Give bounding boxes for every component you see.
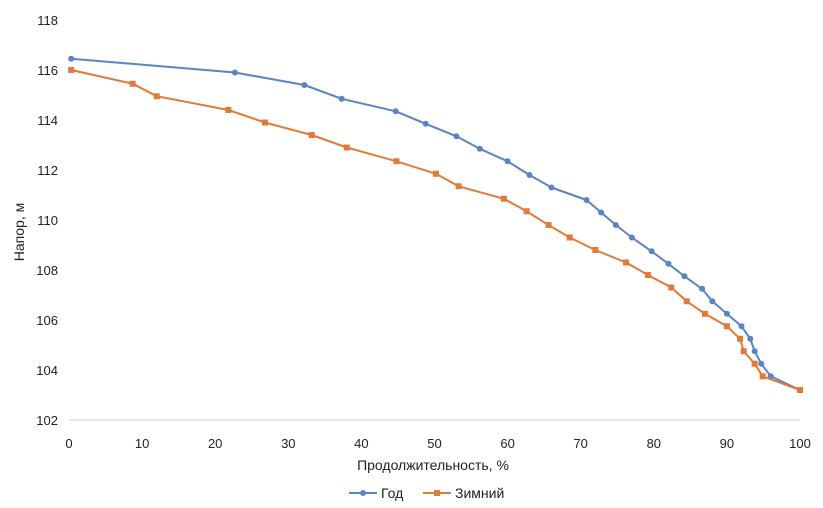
data-point	[548, 184, 555, 191]
data-point	[504, 158, 511, 165]
data-point	[225, 107, 232, 113]
data-point	[455, 183, 462, 190]
data-point	[432, 170, 439, 177]
data-point	[343, 144, 350, 151]
x-tick-label: 60	[500, 436, 514, 451]
data-point	[751, 348, 758, 355]
x-tick-label: 10	[135, 436, 149, 451]
data-point	[301, 82, 308, 88]
data-point	[681, 273, 688, 280]
x-tick-label: 90	[720, 436, 734, 451]
x-tick-label: 70	[573, 436, 587, 451]
data-point	[683, 298, 690, 305]
data-point	[261, 119, 268, 126]
data-point	[393, 158, 400, 165]
data-point	[623, 259, 630, 266]
data-point	[758, 360, 765, 367]
data-point	[392, 108, 399, 115]
data-point	[723, 310, 730, 317]
data-point	[308, 132, 315, 138]
data-point	[153, 93, 160, 100]
data-point	[723, 323, 730, 330]
legend-marker-zimniy	[434, 490, 440, 496]
legend-marker-god	[360, 490, 366, 496]
series-line	[70, 69, 801, 391]
x-tick-label: 100	[789, 436, 811, 451]
data-point	[759, 373, 766, 380]
data-point	[668, 284, 675, 291]
y-tick-label: 114	[37, 113, 58, 128]
data-point	[422, 120, 429, 127]
x-tick-label: 50	[427, 436, 441, 451]
x-axis-label: Продолжительность, %	[357, 457, 509, 473]
data-point	[68, 67, 75, 73]
y-tick-label: 104	[36, 363, 58, 378]
series-god	[68, 55, 803, 393]
series-line	[71, 57, 801, 391]
data-point	[699, 285, 706, 292]
data-point	[68, 55, 75, 62]
data-point	[566, 234, 573, 241]
data-point	[545, 222, 552, 228]
x-axis-ticks: 0 10 20 30 40 50 60 70 80 90 100	[65, 436, 810, 451]
data-point	[737, 335, 744, 342]
data-point	[644, 272, 651, 278]
x-tick-label: 40	[354, 436, 368, 451]
y-tick-label: 108	[36, 263, 58, 278]
data-point	[526, 172, 533, 178]
y-tick-label: 112	[37, 163, 58, 178]
data-point	[665, 260, 672, 267]
y-tick-label: 116	[37, 63, 58, 78]
x-tick-label: 30	[281, 436, 295, 451]
data-point	[612, 222, 619, 228]
data-point	[231, 69, 238, 76]
data-point	[628, 234, 635, 241]
y-tick-label: 102	[36, 413, 58, 428]
y-tick-label: 118	[37, 13, 58, 28]
y-axis-label: Напор, м	[11, 203, 27, 261]
legend-item-god: Год	[349, 485, 403, 501]
data-point	[701, 310, 708, 317]
data-point	[740, 348, 747, 355]
y-tick-label: 110	[37, 213, 58, 228]
data-point	[751, 360, 758, 367]
data-point	[592, 247, 599, 253]
y-axis-ticks: 102 104 106 108 110 112 114 116 118	[36, 13, 58, 428]
legend: Год Зимний	[349, 485, 504, 501]
legend-item-zimniy: Зимний	[423, 485, 504, 501]
data-point	[476, 145, 483, 152]
data-point	[648, 248, 655, 255]
data-point	[129, 80, 136, 87]
y-tick-label: 106	[36, 313, 58, 328]
data-point	[738, 323, 745, 330]
data-point	[338, 95, 345, 102]
x-tick-label: 0	[65, 436, 72, 451]
data-point	[523, 208, 530, 215]
x-tick-label: 20	[208, 436, 222, 451]
legend-label-god: Год	[381, 485, 403, 501]
data-point	[709, 298, 716, 305]
data-point	[598, 209, 605, 216]
data-point	[583, 197, 590, 203]
data-point	[500, 195, 507, 202]
data-point	[453, 133, 460, 140]
series-layer	[68, 55, 803, 393]
series-zimniy	[68, 67, 803, 393]
x-tick-label: 80	[647, 436, 661, 451]
data-point	[747, 335, 754, 342]
legend-label-zimniy: Зимний	[455, 485, 504, 501]
data-point	[797, 387, 803, 393]
